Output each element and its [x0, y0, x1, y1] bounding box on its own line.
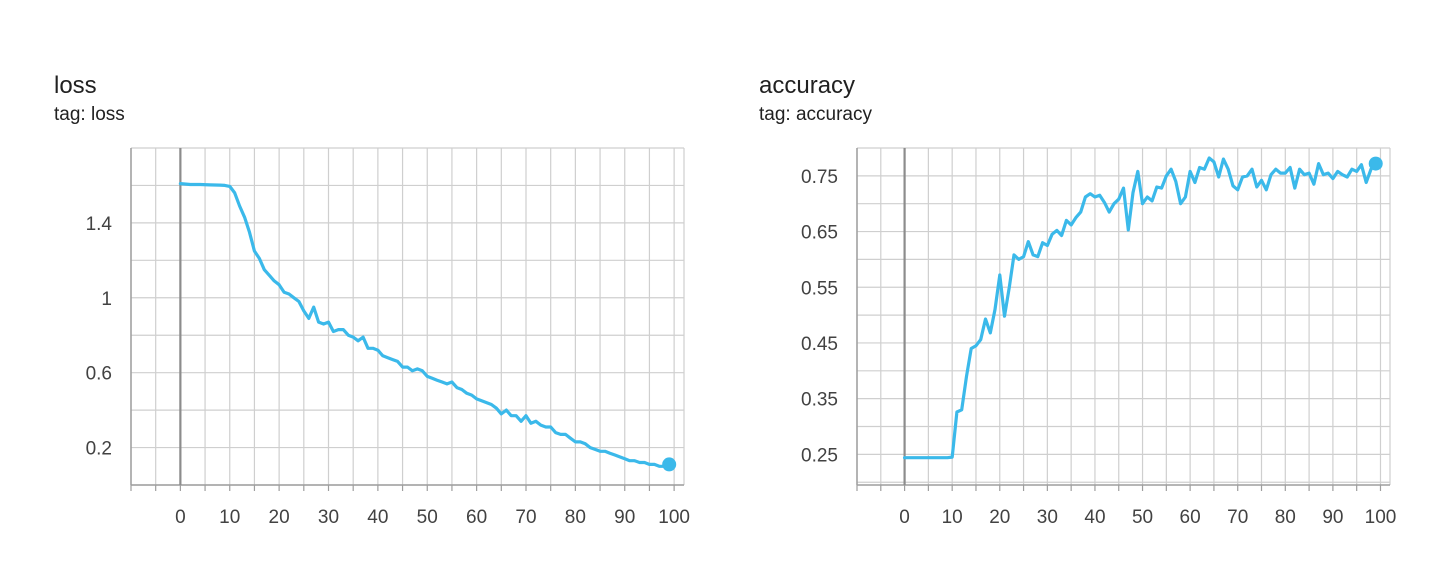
y-tick-label: 0.65	[801, 223, 838, 244]
x-tick-label: 20	[269, 507, 290, 528]
y-tick-label: 0.2	[86, 439, 112, 460]
x-tick-label: 100	[1365, 507, 1397, 528]
x-tick-label: 30	[318, 507, 339, 528]
x-tick-label: 80	[1275, 507, 1296, 528]
chart-tag: tag: loss	[54, 104, 125, 125]
x-tick-label: 70	[515, 507, 536, 528]
x-tick-label: 30	[1037, 507, 1058, 528]
x-tick-label: 80	[565, 507, 586, 528]
x-tick-label: 0	[175, 507, 186, 528]
x-tick-label: 50	[417, 507, 438, 528]
chart-title: accuracy	[759, 72, 856, 99]
accuracy-card: accuracy tag: accuracy 0 10 20 30 40 50 60 70 80…	[706, 0, 1406, 576]
y-tick-label: 0.75	[801, 167, 838, 188]
accuracy-chart[interactable]: 0 10 20 30 40 50 60 70 80 90 100 0.25 0.35 0.45 0.55 0.…	[706, 0, 1406, 576]
x-tick-label: 40	[367, 507, 388, 528]
x-tick-label: 90	[614, 507, 635, 528]
x-tick-label: 70	[1227, 507, 1248, 528]
y-tick-label: 0.55	[801, 278, 838, 299]
x-tick-label: 60	[466, 507, 487, 528]
chart-title: loss	[54, 72, 97, 99]
x-tick-label: 10	[942, 507, 963, 528]
series-line	[903, 156, 1378, 460]
x-tick-label: 60	[1180, 507, 1201, 528]
series-end-marker[interactable]	[1368, 156, 1383, 171]
x-tick-label: 0	[899, 507, 910, 528]
x-tick-label: 90	[1322, 507, 1343, 528]
y-tick-label: 0.45	[801, 334, 838, 355]
series-line	[178, 182, 671, 468]
loss-chart[interactable]: 0 10 20 30 40 50 60 70 80 90 100 0.2 0.6 1 1.4	[0, 0, 700, 576]
series-end-marker[interactable]	[662, 457, 677, 472]
y-tick-label: 0.35	[801, 390, 838, 411]
y-tick-label: 1	[101, 289, 112, 310]
grid	[130, 147, 685, 486]
x-tick-label: 50	[1132, 507, 1153, 528]
x-tick-label: 20	[989, 507, 1010, 528]
y-tick-label: 0.25	[801, 445, 838, 466]
loss-card: loss tag: loss 0 10 20 30 40 50 60 70 80 90 100 0.2…	[0, 0, 700, 576]
x-tick-label: 40	[1084, 507, 1105, 528]
x-tick-label: 10	[219, 507, 240, 528]
y-tick-label: 1.4	[86, 214, 113, 235]
chart-tag: tag: accuracy	[759, 104, 872, 125]
x-tick-label: 100	[658, 507, 690, 528]
y-tick-label: 0.6	[86, 364, 112, 385]
